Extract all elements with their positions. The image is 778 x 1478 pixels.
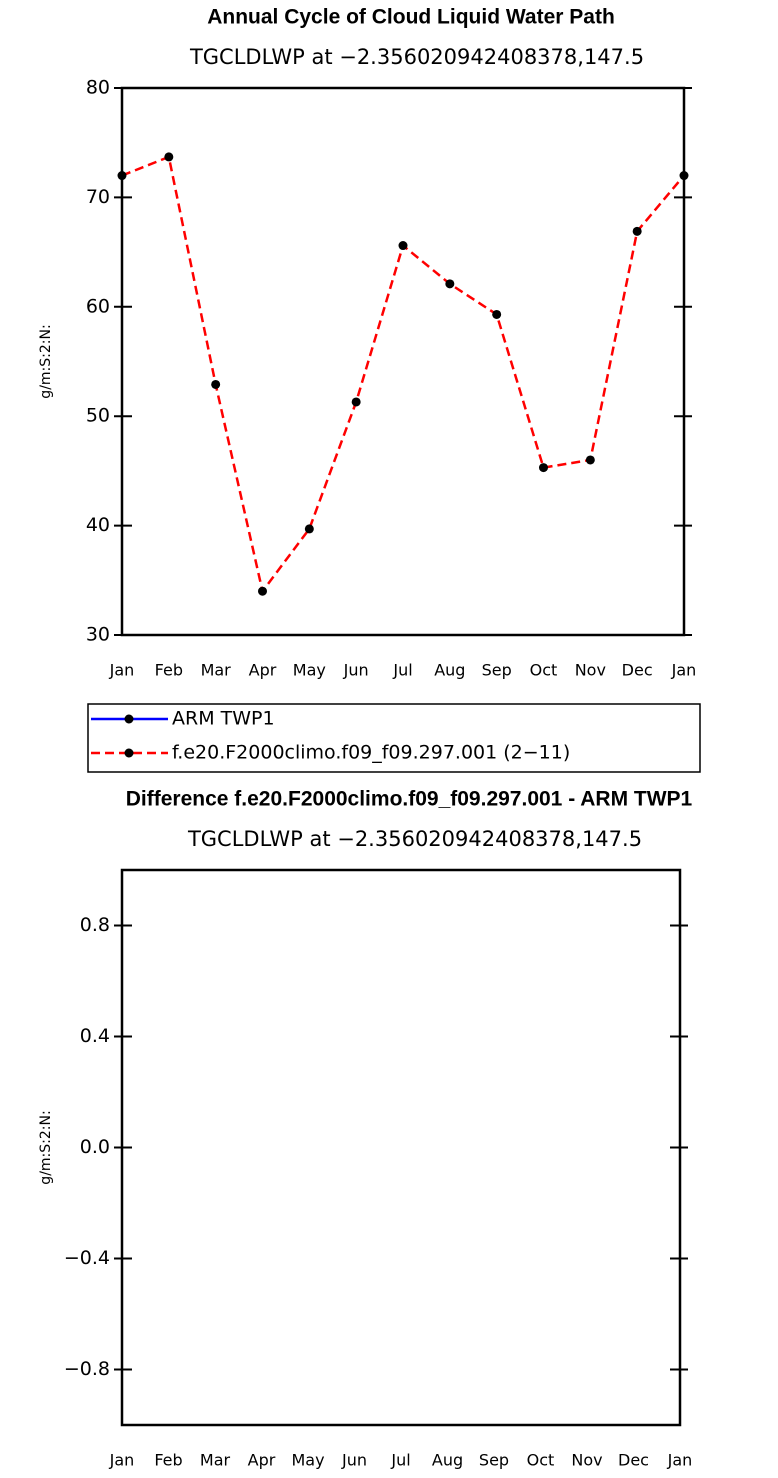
legend-label: f.e20.F2000climo.f09_f09.297.001 (2−11) bbox=[172, 742, 570, 764]
x-tick-label: Aug bbox=[432, 1451, 463, 1470]
y-tick-label: 40 bbox=[86, 514, 110, 536]
y-tick-label: 0.8 bbox=[80, 914, 110, 936]
x-tick-label: Jan bbox=[109, 661, 135, 680]
x-tick-label: Apr bbox=[249, 661, 277, 680]
legend-box bbox=[87, 703, 701, 773]
y-tick-label: 70 bbox=[86, 186, 110, 208]
y-axis-label: g/m:S:2:N: bbox=[38, 324, 54, 398]
data-point bbox=[351, 397, 361, 407]
data-point bbox=[492, 309, 502, 319]
x-tick-label: Dec bbox=[618, 1451, 649, 1470]
legend-marker bbox=[124, 748, 134, 758]
y-tick-label: 80 bbox=[86, 77, 110, 99]
y-tick-label: 30 bbox=[86, 624, 110, 646]
x-tick-label: Feb bbox=[155, 661, 183, 680]
plot-frame bbox=[120, 868, 682, 1427]
x-tick-label: Apr bbox=[248, 1451, 276, 1470]
data-point bbox=[304, 524, 314, 534]
y-tick-label: 50 bbox=[86, 405, 110, 427]
x-tick-label: Jan bbox=[671, 661, 697, 680]
data-point bbox=[258, 586, 267, 596]
y-tick-label: 0.0 bbox=[80, 1136, 110, 1158]
data-point bbox=[164, 152, 174, 162]
data-point bbox=[679, 171, 689, 181]
chart-title: Difference f.e20.F2000climo.f09_f09.297.… bbox=[126, 788, 693, 811]
y-tick-label: 0.4 bbox=[80, 1025, 110, 1047]
series-line bbox=[121, 155, 685, 595]
data-point bbox=[632, 226, 642, 236]
x-tick-label: Nov bbox=[571, 1451, 602, 1470]
x-tick-label: Oct bbox=[527, 1451, 555, 1470]
chart-title: Annual Cycle of Cloud Liquid Water Path bbox=[207, 6, 615, 29]
x-tick-label: Nov bbox=[575, 661, 606, 680]
x-tick-label: May bbox=[293, 661, 326, 680]
data-point bbox=[398, 241, 408, 251]
x-tick-label: Dec bbox=[622, 661, 653, 680]
x-tick-label: Jul bbox=[390, 1451, 410, 1470]
x-tick-label: Jul bbox=[392, 661, 412, 680]
data-point bbox=[585, 455, 595, 465]
y-tick-label: 60 bbox=[86, 295, 110, 317]
x-tick-label: Jun bbox=[343, 661, 369, 680]
x-tick-label: Aug bbox=[434, 661, 465, 680]
data-point bbox=[117, 171, 127, 181]
data-point bbox=[445, 279, 455, 289]
y-tick-label: −0.4 bbox=[64, 1247, 110, 1269]
x-tick-label: May bbox=[291, 1451, 324, 1470]
x-tick-label: Sep bbox=[479, 1451, 509, 1470]
x-tick-label: Jun bbox=[341, 1451, 367, 1470]
y-tick-label: −0.8 bbox=[64, 1358, 110, 1380]
x-tick-label: Mar bbox=[200, 1451, 231, 1470]
x-tick-label: Mar bbox=[201, 661, 232, 680]
chart-subtitle: TGCLDLWP at −2.356020942408378,147.5 bbox=[189, 45, 644, 69]
legend-marker bbox=[124, 714, 134, 724]
x-tick-label: Jan bbox=[667, 1451, 693, 1470]
plot-frame bbox=[120, 86, 686, 637]
legend-label: ARM TWP1 bbox=[172, 708, 275, 730]
data-point bbox=[211, 379, 221, 389]
x-tick-label: Jan bbox=[109, 1451, 135, 1470]
x-tick-label: Oct bbox=[530, 661, 558, 680]
x-tick-label: Feb bbox=[154, 1451, 182, 1470]
x-tick-label: Sep bbox=[482, 661, 512, 680]
y-axis-label: g/m:S:2:N: bbox=[38, 1110, 54, 1184]
chart-subtitle: TGCLDLWP at −2.356020942408378,147.5 bbox=[187, 827, 642, 851]
data-point bbox=[539, 463, 548, 473]
